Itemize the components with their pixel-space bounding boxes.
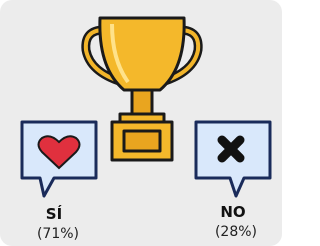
option-result: (28%) bbox=[215, 224, 257, 240]
poll-graphic: SÍ (71%) NO (28%) bbox=[0, 0, 282, 246]
option-result: (71%) bbox=[37, 226, 79, 242]
page: SÍ (71%) NO (28%) (() => { const data = … bbox=[0, 0, 282, 246]
option-label: SÍ bbox=[46, 204, 63, 223]
option-label: NO bbox=[220, 203, 245, 221]
